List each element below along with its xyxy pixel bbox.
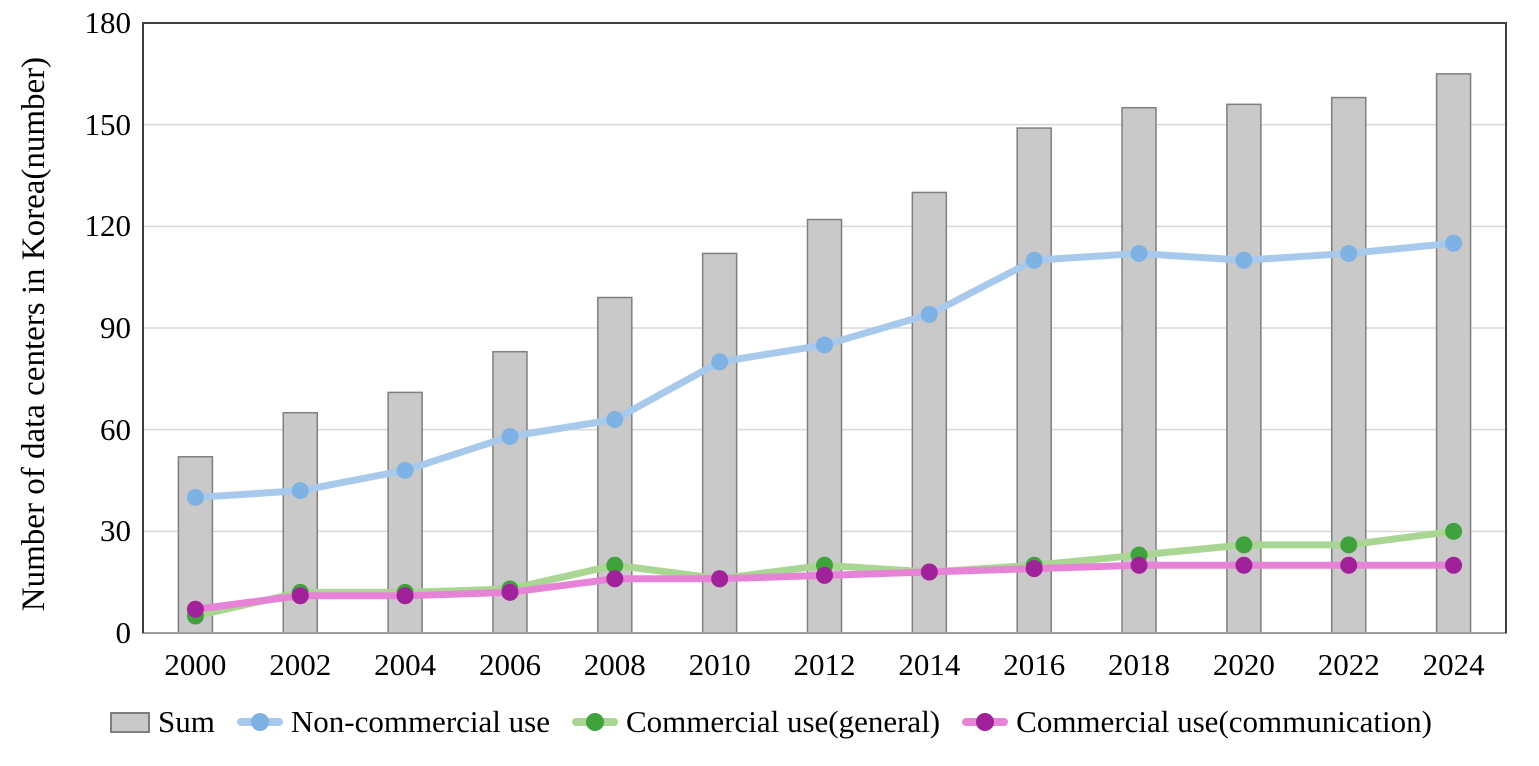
y-tick-label: 0 (115, 615, 132, 650)
series-marker (1445, 522, 1463, 540)
x-tick-label: 2014 (898, 647, 961, 682)
series-marker (1235, 536, 1253, 554)
legend-label-sum: Sum (158, 704, 215, 739)
series-marker (1235, 556, 1253, 574)
y-tick-label: 180 (84, 5, 132, 40)
x-tick-label: 2008 (583, 647, 646, 682)
commercial-general-line-marker-icon (571, 713, 618, 731)
series-marker (186, 600, 204, 618)
series-marker (186, 488, 204, 506)
series-marker (1025, 560, 1043, 578)
series-marker (1130, 244, 1148, 262)
series-marker (291, 587, 309, 605)
y-tick-label: 30 (100, 513, 131, 549)
series-marker (291, 482, 309, 500)
legend-item-sum: Sum (110, 704, 215, 740)
x-tick-label: 2018 (1108, 647, 1171, 682)
non-commercial-line-marker-icon (236, 713, 283, 731)
x-tick-label: 2012 (793, 647, 856, 682)
sum-bar (1226, 103, 1262, 634)
legend-item-commercial-general: Commercial use(general) (571, 704, 941, 740)
non-commercial-dot-icon (250, 713, 269, 731)
series-marker (606, 411, 624, 428)
legend-label-commercial-communication: Commercial use(communication) (1016, 704, 1432, 739)
y-tick-label: 120 (84, 208, 132, 244)
series-marker (1340, 556, 1358, 574)
x-tick-label: 2024 (1422, 647, 1485, 682)
series-marker (501, 427, 519, 445)
legend-label-commercial-general: Commercial use(general) (625, 704, 941, 739)
commercial-general-dot-icon (585, 713, 604, 731)
series-marker (1025, 251, 1043, 269)
commercial-communication-line-marker-icon (962, 713, 1009, 731)
x-tick-label: 2016 (1003, 647, 1066, 682)
legend: Sum Non-commercial use Commercial use(ge… (110, 699, 1432, 745)
y-tick-label: 150 (84, 106, 132, 142)
sum-bar (701, 252, 738, 634)
x-tick-label: 2022 (1317, 647, 1380, 682)
series-marker (1445, 556, 1463, 574)
x-tick-label: 2020 (1212, 647, 1275, 682)
series-marker (606, 556, 624, 574)
series-marker (711, 570, 729, 588)
series-marker (396, 461, 414, 479)
series-marker (396, 587, 414, 605)
series-marker (1130, 556, 1148, 574)
series-marker (920, 305, 938, 323)
legend-label-non-commercial: Non-commercial use (290, 704, 550, 739)
series-marker (1340, 536, 1358, 554)
series-marker (1445, 234, 1463, 252)
series-marker (816, 336, 833, 354)
x-tick-label: 2000 (164, 647, 227, 682)
commercial-communication-dot-icon (976, 713, 995, 731)
sum-bar (911, 191, 948, 634)
x-tick-label: 2004 (374, 647, 437, 682)
series-marker (1235, 251, 1253, 269)
series-marker (711, 353, 729, 371)
sum-bar (1435, 73, 1472, 634)
x-tick-label: 2010 (688, 647, 751, 682)
series-marker (606, 570, 624, 588)
legend-item-non-commercial: Non-commercial use (236, 704, 550, 740)
sum-bar (1121, 106, 1157, 634)
plot-frame (142, 22, 1507, 633)
sum-bar-swatch-icon (110, 711, 150, 733)
sum-bar (1016, 127, 1052, 634)
legend-item-commercial-communication: Commercial use(communication) (962, 704, 1432, 740)
y-tick-label: 90 (100, 310, 131, 345)
series-marker (501, 583, 519, 601)
series-marker (816, 566, 833, 584)
y-tick-label: 60 (100, 411, 131, 447)
x-tick-label: 2002 (269, 647, 332, 682)
series-marker (1340, 244, 1358, 262)
x-tick-label: 2006 (478, 647, 541, 682)
series-marker (920, 563, 938, 581)
